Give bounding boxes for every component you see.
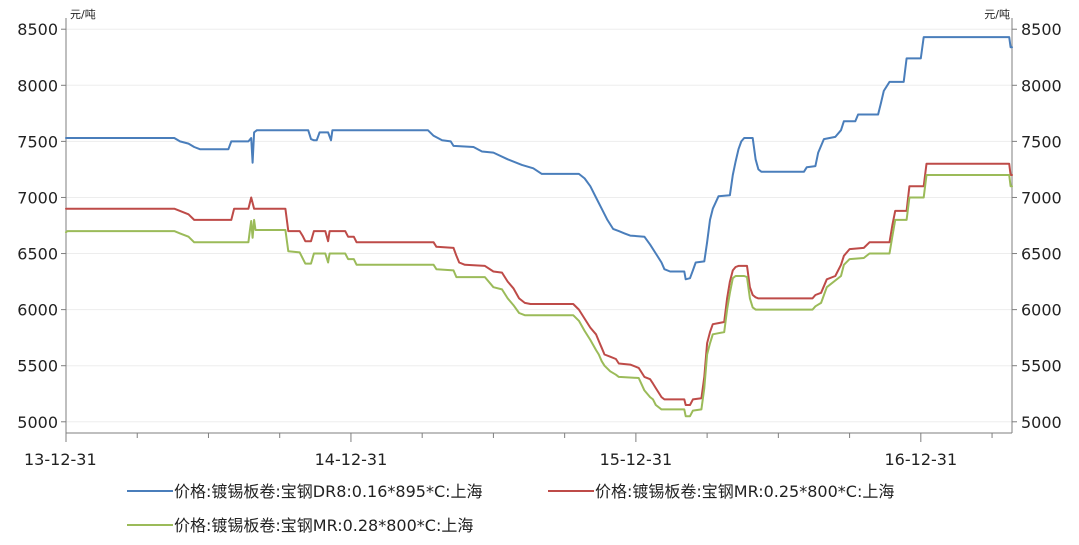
legend-label-1: 价格:镀锡板卷:宝钢DR8:0.16*895*C:上海	[174, 482, 483, 501]
right-y-tick-label: 7500	[1021, 132, 1062, 151]
right-y-tick-label: 6500	[1021, 245, 1062, 264]
series	[65, 36, 1013, 418]
right-y-tick-label: 6000	[1021, 301, 1062, 320]
right-y-tick-label: 7000	[1021, 188, 1062, 207]
left-unit-label: 元/吨	[70, 8, 96, 21]
x-tick-label: 16-12-31	[885, 450, 958, 469]
legend-label-2: 价格:镀锡板卷:宝钢MR:0.25*800*C:上海	[595, 482, 894, 501]
series-line-2	[65, 162, 1013, 406]
left-y-tick-label: 5500	[17, 357, 58, 376]
left-y-tick-label: 5000	[17, 413, 58, 432]
x-tick-label: 15-12-31	[600, 450, 673, 469]
x-tick-label: 13-12-31	[24, 450, 97, 469]
left-y-tick-label: 8500	[17, 20, 58, 39]
left-y-tick-label: 6000	[17, 301, 58, 320]
left-y-tick-label: 6500	[17, 245, 58, 264]
ticks: 5000 5000 5500 5500 6000 6000 6500 6500 7000 7000…	[17, 20, 1061, 469]
left-y-tick-label: 8000	[17, 76, 58, 95]
right-y-tick-label: 5000	[1021, 413, 1062, 432]
x-tick-label: 14-12-31	[315, 450, 388, 469]
series-line-1	[65, 36, 1013, 281]
right-y-tick-label: 5500	[1021, 357, 1062, 376]
left-y-tick-label: 7500	[17, 132, 58, 151]
left-y-tick-label: 7000	[17, 188, 58, 207]
right-y-tick-label: 8000	[1021, 76, 1062, 95]
legend-label-3: 价格:镀锡板卷:宝钢MR:0.28*800*C:上海	[174, 516, 473, 535]
series-line-3	[65, 174, 1013, 418]
axes	[65, 18, 1013, 434]
right-unit-label: 元/吨	[984, 8, 1010, 21]
grid	[66, 28, 1012, 423]
right-y-tick-label: 8500	[1021, 20, 1062, 39]
legend: 价格:镀锡板卷:宝钢DR8:0.16*895*C:上海 价格:镀锡板卷:宝钢MR:…	[127, 482, 894, 535]
